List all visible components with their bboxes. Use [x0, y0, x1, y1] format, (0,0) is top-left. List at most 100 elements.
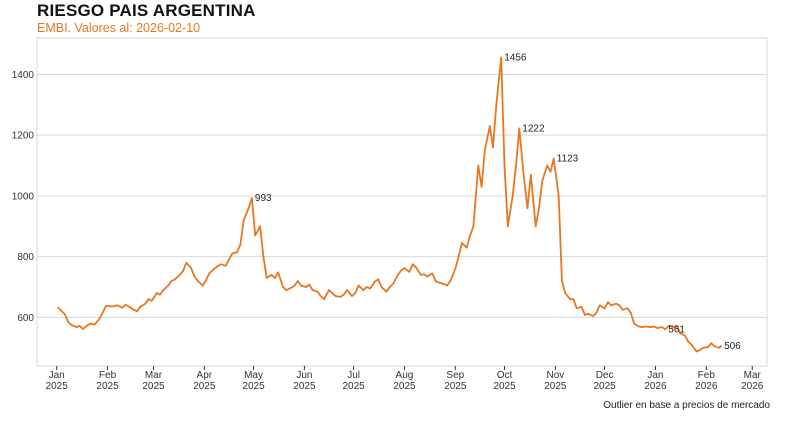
data-point — [75, 326, 78, 329]
data-point — [365, 286, 368, 288]
data-point — [136, 310, 138, 313]
data-point — [592, 314, 595, 317]
data-point — [431, 272, 434, 275]
data-point — [67, 321, 70, 323]
x-tick-year: 2026 — [695, 381, 718, 392]
data-point — [82, 328, 84, 330]
data-point — [334, 295, 337, 298]
chart-footnote: Outlier en base a precios de mercado — [603, 400, 770, 411]
data-point — [641, 326, 644, 329]
x-tick-month: Nov — [546, 370, 564, 381]
data-point — [147, 298, 150, 301]
annotation-label: 1123 — [557, 154, 579, 165]
x-tick-month: Apr — [197, 370, 213, 381]
x-tick-year: 2025 — [293, 381, 316, 392]
x-tick-month: Aug — [396, 370, 414, 381]
data-point — [408, 270, 411, 273]
x-tick-month: Mar — [744, 370, 762, 381]
y-tick-label: 1200 — [12, 131, 35, 142]
annotation-label: 1456 — [504, 52, 527, 63]
data-point — [415, 266, 417, 269]
data-point — [201, 284, 204, 287]
series-layer — [57, 56, 722, 353]
data-point — [354, 292, 357, 295]
x-tick-year: 2025 — [444, 381, 467, 392]
x-axis: Jan2025Feb2025Mar2025Apr2025May2025Jun20… — [46, 366, 764, 392]
x-tick-year: 2026 — [644, 381, 667, 392]
data-point — [580, 305, 583, 308]
data-point — [396, 273, 399, 276]
data-point — [707, 346, 709, 349]
data-point — [675, 325, 678, 327]
data-point — [442, 283, 445, 285]
data-point — [282, 286, 284, 288]
data-point — [633, 322, 636, 325]
data-point — [228, 258, 230, 261]
data-point — [423, 273, 426, 276]
data-point — [557, 195, 560, 197]
data-point — [328, 289, 330, 291]
data-point — [357, 284, 360, 287]
data-point — [457, 255, 460, 258]
data-point — [477, 164, 480, 167]
data-point — [621, 308, 624, 311]
data-point — [293, 284, 296, 287]
data-point — [595, 311, 598, 314]
data-point — [483, 149, 486, 152]
data-point — [339, 295, 342, 298]
data-point — [219, 263, 222, 266]
data-point — [139, 305, 142, 308]
data-point — [296, 280, 299, 282]
data-point — [300, 284, 303, 287]
data-point — [104, 304, 107, 307]
data-point — [644, 325, 647, 328]
data-point — [656, 327, 658, 329]
data-point — [661, 326, 663, 329]
data-point — [480, 185, 483, 188]
x-tick-year: 2025 — [393, 381, 416, 392]
data-point — [572, 298, 575, 301]
data-point — [629, 311, 632, 314]
data-point — [127, 305, 130, 308]
x-tick-month: Jul — [347, 370, 360, 381]
data-point — [311, 289, 314, 291]
x-tick-month: Jan — [49, 370, 65, 381]
data-point — [515, 164, 517, 167]
y-axis: 600 800 1000 1200 1400 — [12, 70, 35, 324]
data-point — [116, 304, 119, 307]
data-point — [500, 56, 503, 59]
data-point — [569, 298, 572, 301]
annotations: 993 1456 1222 1123 561 506 — [255, 52, 741, 352]
data-point — [185, 261, 188, 264]
annotation-label: 1222 — [522, 124, 545, 135]
data-point — [454, 267, 457, 270]
data-point — [162, 289, 165, 291]
x-tick-year: 2026 — [741, 381, 764, 392]
data-point — [132, 308, 135, 311]
x-tick-year: 2025 — [544, 381, 567, 392]
data-point — [205, 279, 207, 282]
data-point — [403, 267, 406, 270]
x-tick-month: Jun — [296, 370, 312, 381]
data-point — [216, 265, 219, 268]
data-point — [546, 164, 549, 167]
data-point — [541, 179, 544, 182]
x-tick-month: Jan — [647, 370, 663, 381]
x-tick-month: Mar — [145, 370, 163, 381]
y-tick-label: 1400 — [12, 70, 35, 81]
data-point — [534, 225, 537, 228]
data-point — [713, 345, 716, 348]
data-point — [598, 304, 601, 307]
x-tick-year: 2025 — [142, 381, 165, 392]
data-point — [603, 307, 606, 310]
data-point — [323, 298, 325, 301]
data-point — [346, 289, 348, 291]
data-point — [242, 219, 245, 222]
data-point — [369, 287, 371, 290]
data-point — [679, 332, 681, 335]
data-point — [426, 275, 429, 278]
x-tick-year: 2025 — [193, 381, 216, 392]
annotation-label: 506 — [724, 341, 741, 352]
data-point — [687, 340, 690, 343]
data-point — [506, 225, 509, 228]
